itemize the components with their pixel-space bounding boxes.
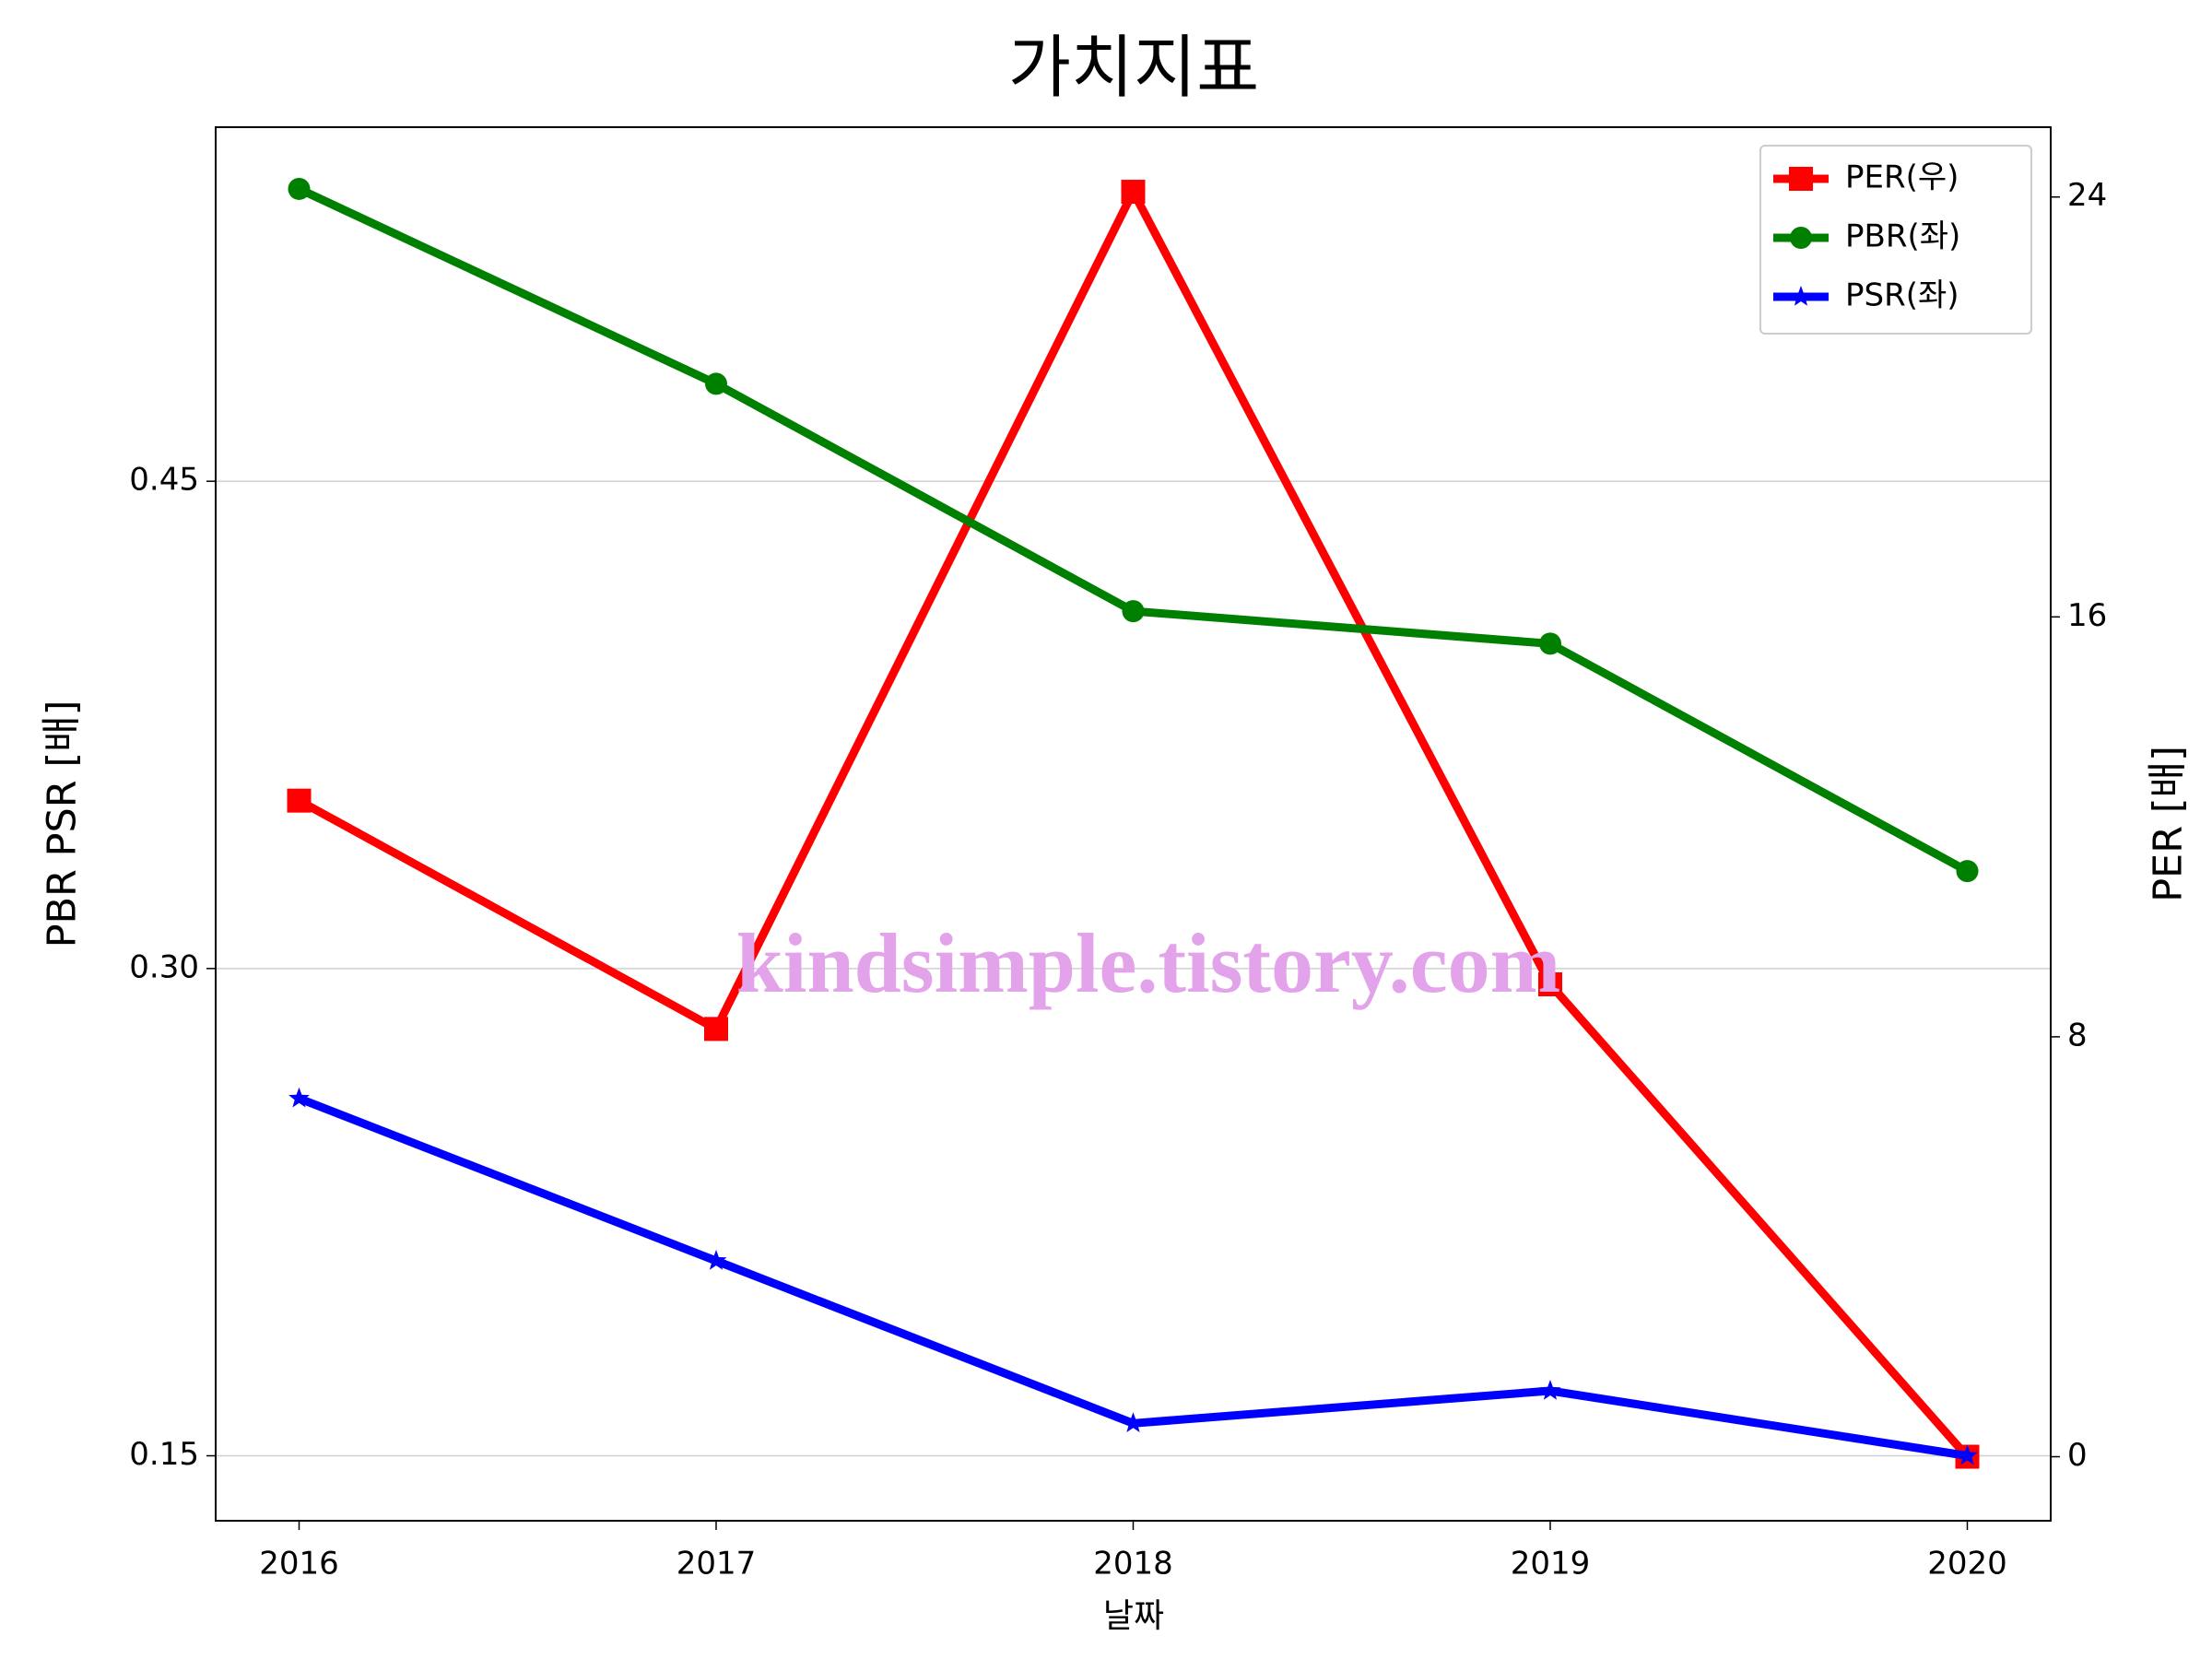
series bbox=[287, 180, 1980, 1469]
y2-axis-label: PER [배] bbox=[2146, 746, 2192, 902]
legend-marker bbox=[1790, 227, 1812, 249]
marker bbox=[1956, 860, 1979, 883]
marker bbox=[705, 1250, 727, 1270]
x-tick-label: 2016 bbox=[259, 1546, 339, 1583]
marker bbox=[1539, 632, 1561, 655]
y2-tick-label: 0 bbox=[2067, 1437, 2088, 1474]
legend-marker bbox=[1789, 167, 1813, 191]
plot-frame bbox=[215, 126, 2052, 1522]
legend-label: PSR(좌) bbox=[1845, 277, 1959, 314]
x-tick-label: 2017 bbox=[677, 1546, 757, 1583]
x-tick-label: 2020 bbox=[1927, 1546, 2007, 1583]
chart-title: 가치지표 bbox=[1008, 29, 1259, 108]
x-tick-label: 2018 bbox=[1093, 1546, 1173, 1583]
marker bbox=[288, 1087, 310, 1108]
series bbox=[288, 1087, 1978, 1465]
watermark: kindsimple.tistory.com bbox=[736, 916, 1560, 1010]
y-tick-label: 0.15 bbox=[129, 1436, 199, 1473]
x-tick-label: 2019 bbox=[1511, 1546, 1591, 1583]
x-axis-label: 날짜 bbox=[1103, 1597, 1164, 1635]
marker bbox=[1957, 1444, 1978, 1465]
marker bbox=[288, 177, 311, 200]
y-tick-label: 0.30 bbox=[129, 948, 199, 985]
y-tick-label: 0.45 bbox=[129, 462, 199, 499]
marker bbox=[1538, 971, 1562, 996]
marker bbox=[1539, 1380, 1561, 1400]
legend-box bbox=[1759, 145, 2032, 335]
series bbox=[288, 177, 1979, 883]
marker bbox=[1123, 1412, 1144, 1432]
marker bbox=[1122, 600, 1145, 623]
marker bbox=[705, 372, 727, 395]
legend-label: PBR(좌) bbox=[1845, 218, 1960, 255]
legend-marker bbox=[1790, 286, 1812, 306]
y-axis-label: PBR PSR [배] bbox=[40, 700, 86, 948]
marker bbox=[1121, 180, 1146, 205]
marker bbox=[287, 788, 312, 813]
legend-label: PER(우) bbox=[1845, 159, 1959, 196]
y2-tick-label: 24 bbox=[2067, 177, 2107, 214]
marker bbox=[704, 1017, 728, 1041]
y2-tick-label: 16 bbox=[2067, 597, 2107, 634]
y2-tick-label: 8 bbox=[2067, 1017, 2088, 1053]
